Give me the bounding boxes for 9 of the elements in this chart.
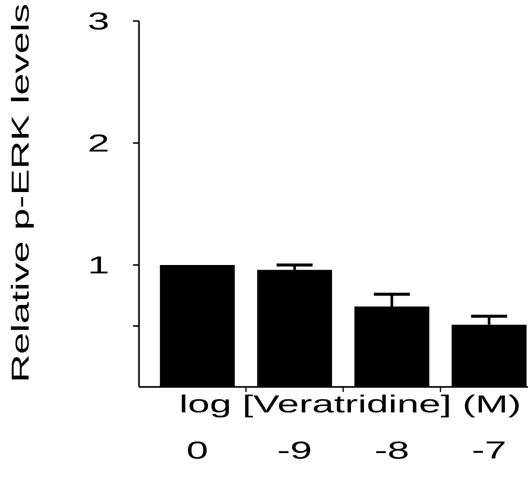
y-tick-label: 1 (90, 256, 108, 274)
y-axis-title: Relative p-ERK levels (10, 4, 34, 380)
x-tick-label: -9 (278, 442, 310, 459)
x-tick-label: -7 (473, 442, 505, 458)
x-tick-label: -8 (376, 442, 408, 459)
y-tick-label: 2 (90, 134, 108, 152)
x-axis-title: log [Veratridine] (M) (182, 394, 519, 418)
y-tick-label: 3 (89, 12, 108, 30)
x-tick-label: 0 (188, 442, 207, 459)
